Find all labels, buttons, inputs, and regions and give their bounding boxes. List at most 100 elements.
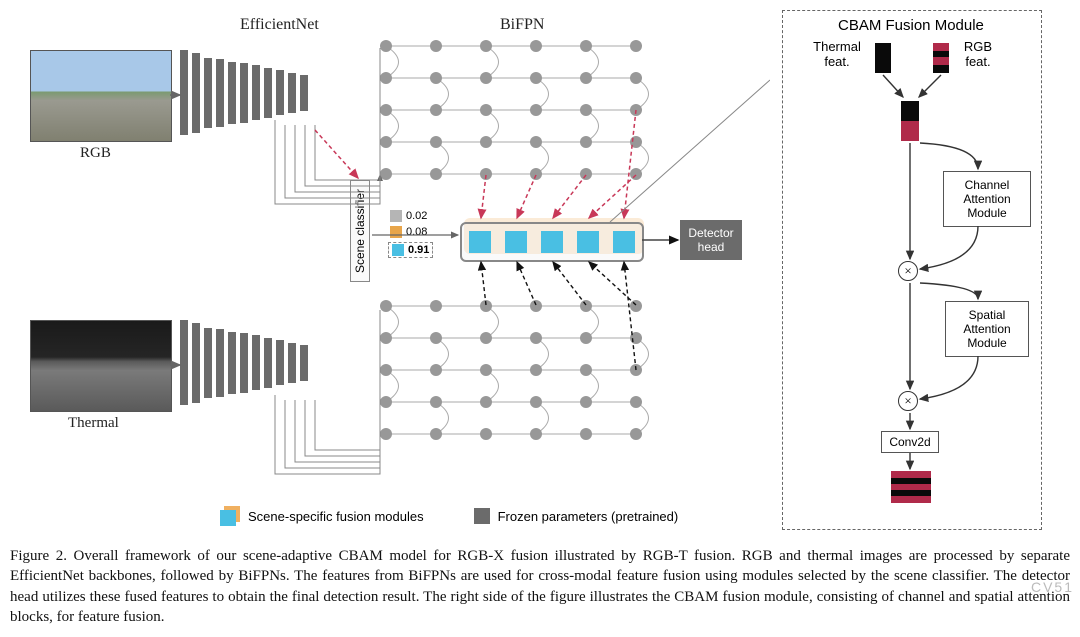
- bifpn-node: [480, 332, 492, 344]
- backbone-layer: [288, 73, 296, 113]
- backbone-layer: [192, 53, 200, 133]
- backbone-layer: [252, 335, 260, 390]
- backbone-layer: [288, 343, 296, 383]
- legend: Scene-specific fusion modules Frozen par…: [220, 506, 678, 526]
- bifpn-node: [380, 168, 392, 180]
- output-feat: [891, 471, 931, 503]
- mult-1-icon: ×: [898, 261, 918, 281]
- bifpn-node: [580, 396, 592, 408]
- backbone-layer: [276, 340, 284, 385]
- fusion-block: [505, 231, 527, 253]
- backbone-layer: [276, 70, 284, 115]
- bifpn-node: [530, 428, 542, 440]
- bifpn-node: [430, 40, 442, 52]
- backbone-layer: [204, 58, 212, 128]
- bifpn-node: [580, 428, 592, 440]
- backbone-layer: [252, 65, 260, 120]
- fusion-block: [469, 231, 491, 253]
- backbone-layer: [216, 59, 224, 127]
- cbam-title: CBAM Fusion Module: [838, 17, 984, 34]
- thermal-label: Thermal: [68, 415, 119, 432]
- efficientnet-label: EfficientNet: [240, 16, 319, 34]
- bifpn-node: [630, 104, 642, 116]
- bifpn-node: [580, 332, 592, 344]
- backbone-layer: [240, 333, 248, 393]
- bifpn-node: [630, 40, 642, 52]
- backbone-layer: [192, 323, 200, 403]
- bifpn-node: [380, 396, 392, 408]
- scene-classifier: Scene classifier: [350, 180, 370, 282]
- bifpn-node: [630, 300, 642, 312]
- bifpn-node: [430, 136, 442, 148]
- cbam-module-panel: CBAM Fusion Module Thermal feat. RGB fea…: [782, 10, 1042, 530]
- score-2: 0.91: [388, 242, 433, 258]
- bifpn-node: [530, 168, 542, 180]
- bifpn-node: [380, 104, 392, 116]
- backbone-layer: [240, 63, 248, 123]
- bifpn-node: [380, 300, 392, 312]
- bifpn-node: [380, 364, 392, 376]
- rgb-label: RGB: [80, 145, 111, 162]
- bifpn-node: [630, 72, 642, 84]
- bifpn-node: [480, 428, 492, 440]
- bifpn-node: [530, 332, 542, 344]
- bifpn-node: [480, 40, 492, 52]
- backbone-layer: [228, 62, 236, 124]
- thermal-feat-label: Thermal feat.: [807, 39, 867, 69]
- bifpn-node: [380, 72, 392, 84]
- bifpn-node: [530, 364, 542, 376]
- bifpn-node: [630, 428, 642, 440]
- backbone-layer: [264, 338, 272, 388]
- bifpn-node: [480, 364, 492, 376]
- bifpn-node: [480, 396, 492, 408]
- channel-attention-box: Channel Attention Module: [943, 171, 1031, 227]
- bifpn-node: [430, 332, 442, 344]
- bifpn-node: [530, 40, 542, 52]
- bifpn-node: [480, 72, 492, 84]
- detector-head: Detector head: [680, 220, 742, 260]
- bifpn-node: [380, 40, 392, 52]
- legend-fusion: Scene-specific fusion modules: [220, 506, 424, 526]
- bifpn-node: [480, 168, 492, 180]
- bifpn-node: [630, 332, 642, 344]
- bifpn-node: [430, 104, 442, 116]
- rgb-input-image: [30, 50, 172, 142]
- bifpn-node: [530, 72, 542, 84]
- backbone-layer: [228, 332, 236, 394]
- thermal-feat-block: [875, 43, 891, 73]
- bifpn-node: [480, 300, 492, 312]
- bifpn-node: [430, 168, 442, 180]
- fusion-module: [460, 222, 644, 262]
- bifpn-node: [480, 136, 492, 148]
- rgb-feat-block: [933, 43, 949, 73]
- bifpn-node: [430, 396, 442, 408]
- bifpn-node: [530, 300, 542, 312]
- bifpn-node: [430, 72, 442, 84]
- backbone-layer: [300, 345, 308, 381]
- concat-feat: [901, 101, 919, 141]
- mult-2-icon: ×: [898, 391, 918, 411]
- backbone-rgb: [180, 50, 308, 135]
- bifpn-node: [530, 104, 542, 116]
- bifpn-node: [380, 428, 392, 440]
- bifpn-node: [380, 332, 392, 344]
- bifpn-node: [430, 428, 442, 440]
- bifpn-node: [580, 104, 592, 116]
- bifpn-node: [430, 364, 442, 376]
- thermal-input-image: [30, 320, 172, 412]
- figure-row: RGB Thermal EfficientNet BiFPN Scene cla…: [10, 10, 1070, 530]
- architecture-diagram: RGB Thermal EfficientNet BiFPN Scene cla…: [10, 10, 770, 530]
- bifpn-node: [580, 364, 592, 376]
- bifpn-node: [380, 136, 392, 148]
- bifpn-node: [530, 136, 542, 148]
- fusion-block: [541, 231, 563, 253]
- backbone-layer: [264, 68, 272, 118]
- bifpn-node: [480, 104, 492, 116]
- backbone-layer: [180, 320, 188, 405]
- bifpn-thermal: [380, 300, 650, 450]
- fusion-block: [577, 231, 599, 253]
- spatial-attention-box: Spatial Attention Module: [945, 301, 1029, 357]
- bifpn-node: [580, 136, 592, 148]
- bifpn-label: BiFPN: [500, 16, 544, 34]
- backbone-layer: [180, 50, 188, 135]
